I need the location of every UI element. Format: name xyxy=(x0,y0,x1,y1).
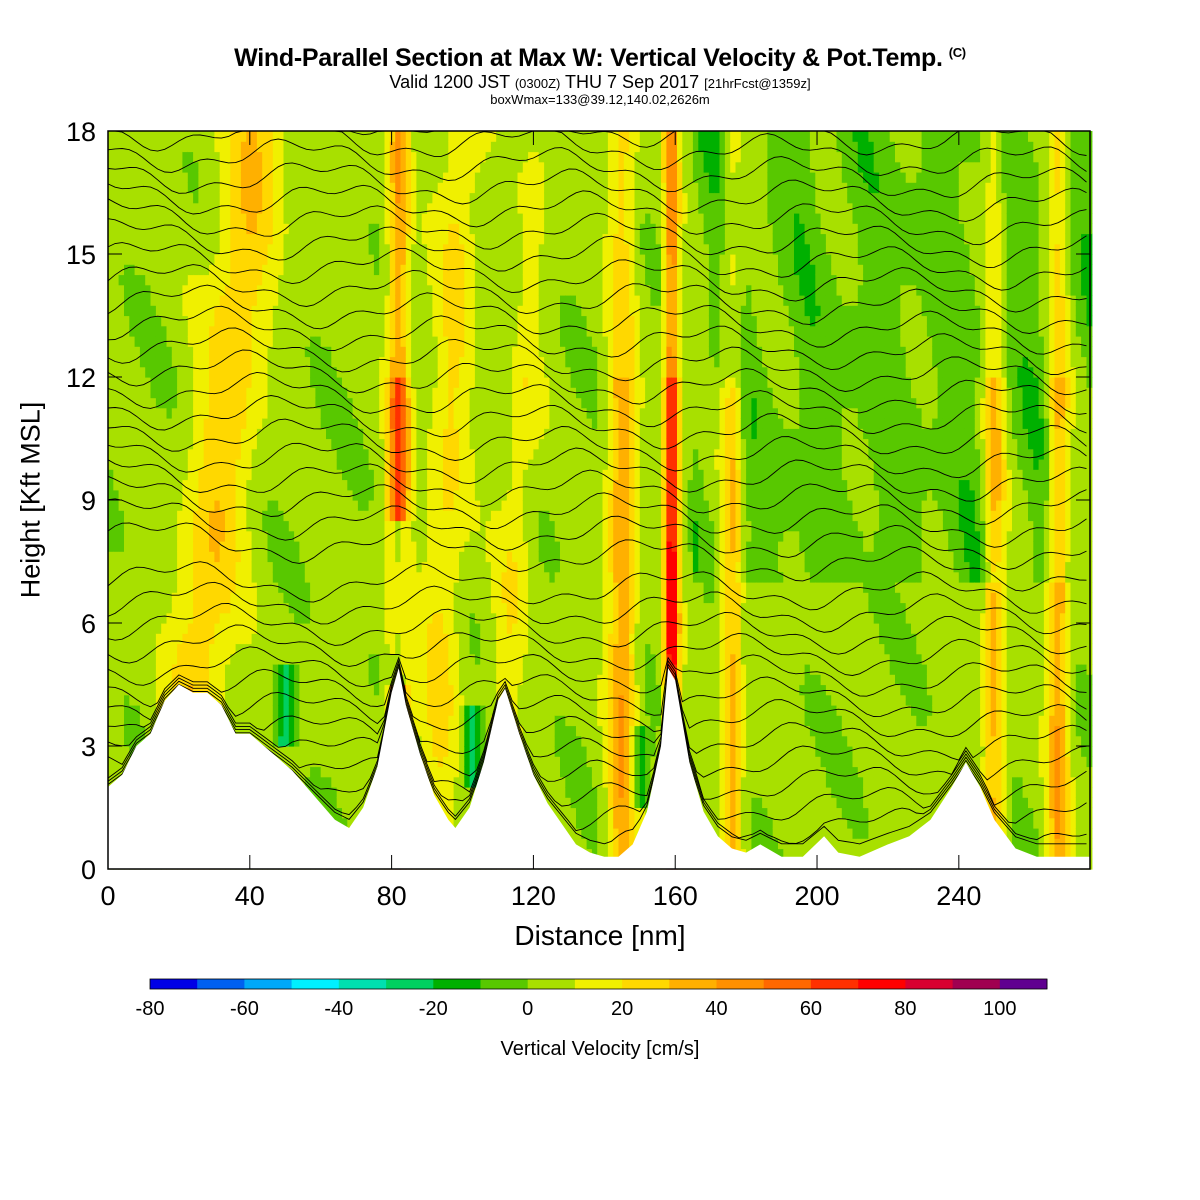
theta-contour xyxy=(107,668,1087,781)
colorbar-segment xyxy=(669,979,717,989)
colorbar-segment xyxy=(527,979,576,989)
colorbar-segment xyxy=(197,979,245,989)
theta-contour xyxy=(107,624,1087,676)
theta-contour xyxy=(107,646,1087,697)
y-axis-label: Height [Kft MSL] xyxy=(15,401,46,599)
colorbar-tick-label: 80 xyxy=(894,998,916,1020)
colorbar: -80 -60 -40 -20 0 20 40 60 80 100 xyxy=(136,978,1048,1020)
colorbar-tick-label: 100 xyxy=(983,998,1016,1020)
title-mark: (C) xyxy=(948,45,966,60)
theta-contour xyxy=(107,418,1087,479)
colorbar-segment xyxy=(291,979,340,989)
colorbar-segment xyxy=(999,979,1048,989)
colorbar-frame xyxy=(149,978,1048,990)
colorbar-tick-label: 20 xyxy=(611,998,633,1020)
colorbar-segment xyxy=(858,979,906,989)
theta-contour xyxy=(107,198,1087,269)
theta-contour xyxy=(107,459,1087,525)
valid-date: THU 7 Sep 2017 xyxy=(560,72,705,92)
colorbar-segment xyxy=(338,979,387,989)
theta-contour xyxy=(107,138,1087,199)
y-tick-label: 12 xyxy=(66,363,96,393)
colorbar-tick-label: 60 xyxy=(800,998,822,1020)
colorbar-segment xyxy=(574,979,623,989)
x-tick-label: 160 xyxy=(653,881,698,911)
valid-forecast: [21hrFcst@1359z] xyxy=(704,76,811,91)
x-tick-label: 200 xyxy=(794,881,839,911)
colorbar-segment xyxy=(716,979,765,989)
terrain xyxy=(108,668,1090,869)
theta-contour xyxy=(107,678,1087,844)
colorbar-segment xyxy=(763,979,812,989)
theta-contour xyxy=(107,327,1087,396)
colorbar-segment xyxy=(244,979,293,989)
theta-contour xyxy=(107,475,1087,548)
chart-title: Wind-Parallel Section at Max W: Vertical… xyxy=(0,44,1200,73)
colorbar-segment xyxy=(905,979,954,989)
theta-contour xyxy=(107,183,1087,246)
x-tick-label: 0 xyxy=(100,881,115,911)
x-tick-label: 80 xyxy=(377,881,407,911)
y-tick-label: 3 xyxy=(81,732,96,762)
theta-contour xyxy=(107,371,1087,435)
y-tick-label: 0 xyxy=(81,855,96,885)
colorbar-segment xyxy=(480,979,529,989)
theta-contour xyxy=(107,162,1087,222)
colorbar-segment xyxy=(810,979,859,989)
colorbar-tick-label: 0 xyxy=(522,998,533,1020)
y-tick-label: 15 xyxy=(66,240,96,270)
theta-contour xyxy=(107,659,1087,717)
colorbar-segment xyxy=(433,979,481,989)
y-tick-label: 9 xyxy=(81,486,96,516)
theta-contour xyxy=(107,242,1087,313)
colorbar-title: Vertical Velocity [cm/s] xyxy=(500,1038,700,1060)
axis-ticks: 0 40 80 120 160 200 240 0 3 6 9 12 15 18 xyxy=(66,117,1090,911)
box-info: boxWmax=133@39.12,140.02,2626m xyxy=(490,92,710,107)
theta-contour xyxy=(107,305,1087,375)
y-tick-label: 18 xyxy=(66,117,96,147)
valid-zulu: (0300Z) xyxy=(514,76,561,91)
colorbar-tick-label: -40 xyxy=(324,998,353,1020)
theta-contour xyxy=(107,665,1087,761)
y-tick-label: 6 xyxy=(81,609,96,639)
theta-contour xyxy=(107,442,1087,502)
theta-contour xyxy=(107,264,1087,334)
x-tick-label: 240 xyxy=(936,881,981,911)
theta-contour xyxy=(107,284,1087,355)
colorbar-segment xyxy=(952,979,1001,989)
colorbar-segment xyxy=(622,979,670,989)
colorbar-tick-label: -60 xyxy=(230,998,259,1020)
chart-title-text: Wind-Parallel Section at Max W: Vertical… xyxy=(234,44,943,72)
theta-contour xyxy=(107,675,1087,824)
theta-contour xyxy=(107,498,1087,570)
theta-contour xyxy=(107,349,1087,415)
theta-contour xyxy=(107,672,1087,806)
chart-subtitle: Valid 1200 JST (0300Z) THU 7 Sep 2017 [2… xyxy=(0,72,1200,93)
colorbar-tick-label: -20 xyxy=(419,998,448,1020)
theta-contours xyxy=(107,130,1087,845)
valid-prefix: Valid 1200 JST xyxy=(389,72,515,92)
colorbar-tick-label: 40 xyxy=(705,998,727,1020)
colorbar-segment xyxy=(150,979,198,989)
theta-contour xyxy=(107,602,1087,655)
theta-contour xyxy=(107,522,1087,592)
colorbar-segment xyxy=(386,979,434,989)
colorbar-tick-label: -80 xyxy=(136,998,165,1020)
theta-contour xyxy=(107,218,1087,291)
theta-contour xyxy=(107,581,1087,635)
theta-contour xyxy=(107,662,1087,738)
x-tick-label: 120 xyxy=(511,881,556,911)
theta-contour xyxy=(107,561,1087,614)
x-axis-label: Distance [nm] xyxy=(514,920,686,951)
theta-contour xyxy=(107,395,1087,455)
x-tick-label: 40 xyxy=(235,881,265,911)
